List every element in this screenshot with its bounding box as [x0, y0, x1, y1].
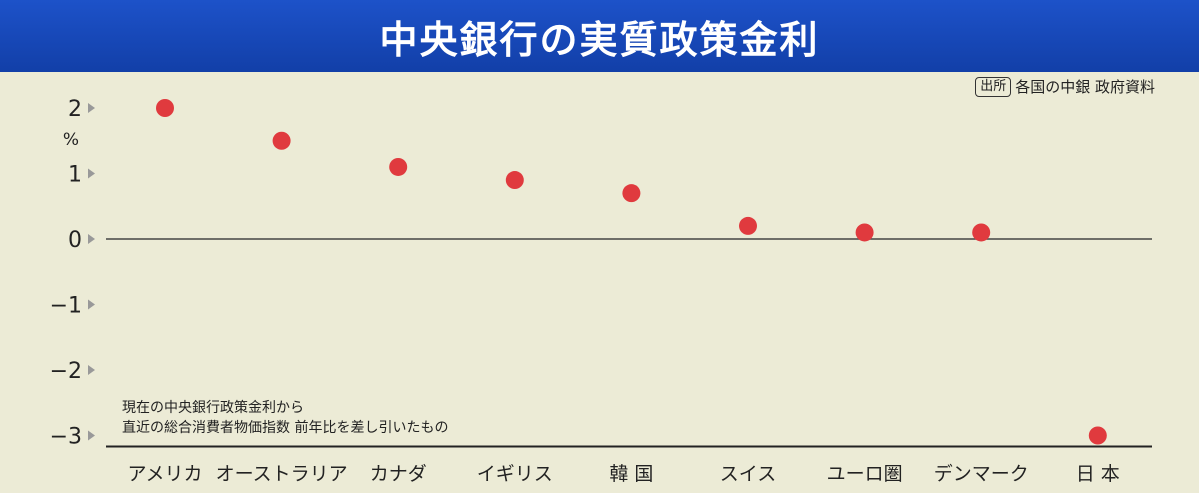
note-line-2: 直近の総合消費者物価指数 前年比を差し引いたもの [122, 420, 449, 436]
y-tick-arrow [88, 168, 95, 179]
y-tick-label: 1 [68, 163, 82, 188]
data-point [739, 216, 757, 235]
x-category-label: ユーロ圏 [827, 463, 903, 485]
header-bar: 中央銀行の実質政策金利 [0, 0, 1199, 72]
chart-title: 中央銀行の実質政策金利 [379, 17, 820, 62]
data-point [272, 131, 291, 150]
source-text: 各国の中銀 政府資料 [1015, 78, 1155, 96]
y-unit-label: % [63, 130, 79, 150]
x-category-label: アメリカ [127, 463, 202, 485]
y-tick-arrow [88, 430, 95, 441]
y-tick-label: 2 [68, 97, 82, 122]
data-point [389, 157, 408, 176]
x-category-label: スイス [720, 463, 776, 485]
x-category-label: イギリス [477, 463, 553, 485]
data-point [622, 184, 641, 203]
y-tick-arrow [88, 234, 95, 244]
y-tick-label: −3 [50, 425, 82, 450]
data-point [1088, 426, 1107, 445]
data-point [156, 99, 174, 117]
data-point [855, 223, 874, 242]
x-category-label: 韓 国 [609, 463, 653, 485]
y-tick-label: −1 [50, 294, 82, 319]
x-category-label: 日 本 [1076, 463, 1120, 485]
y-tick-arrow [88, 365, 95, 375]
y-tick-arrow [88, 103, 95, 113]
y-tick-label: −2 [50, 359, 82, 384]
x-category-label: オーストラリア [216, 463, 348, 485]
y-tick-label: 0 [68, 228, 82, 253]
source-credit: 出所 各国の中銀 政府資料 [975, 76, 1155, 97]
data-point [505, 171, 524, 190]
y-tick-arrow [88, 299, 95, 310]
x-category-label: デンマーク [934, 463, 1029, 485]
data-point [972, 223, 991, 242]
x-category-label: カナダ [370, 463, 427, 485]
source-label: 出所 [975, 76, 1012, 97]
note-line-1: 現在の中央銀行政策金利から [122, 400, 304, 416]
chart-note: 現在の中央銀行政策金利から 直近の総合消費者物価指数 前年比を差し引いたもの [122, 398, 448, 438]
